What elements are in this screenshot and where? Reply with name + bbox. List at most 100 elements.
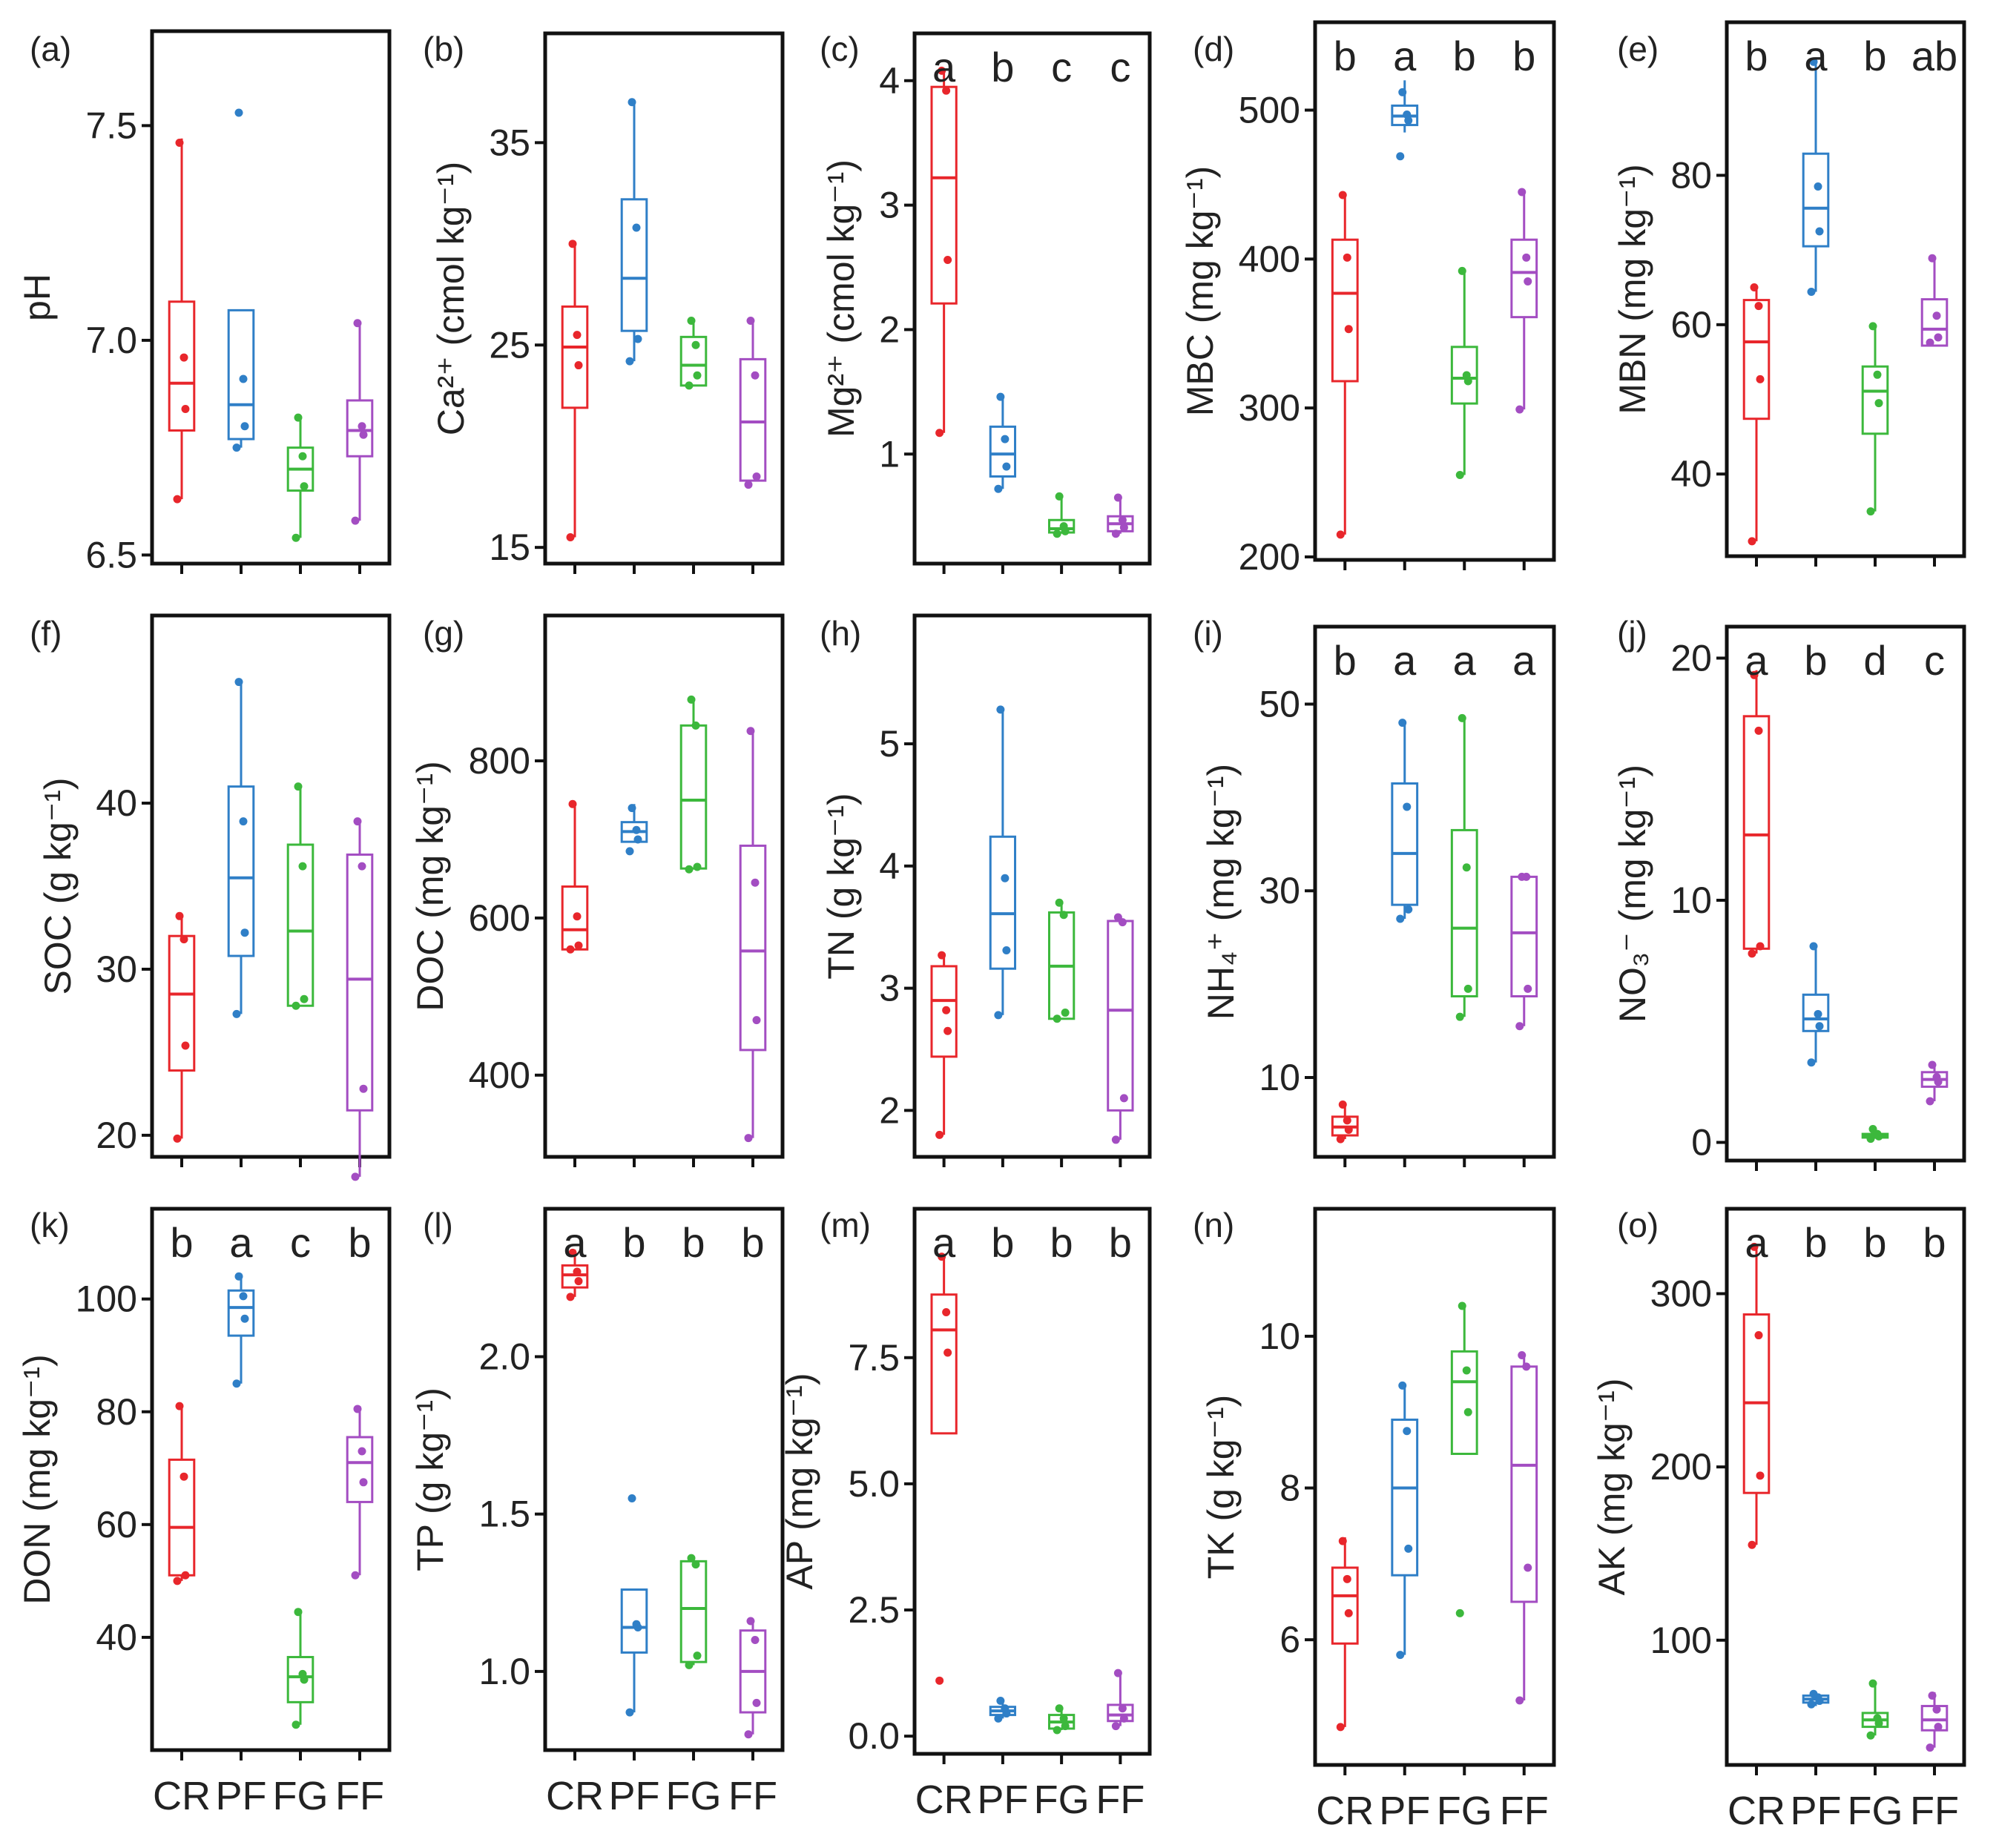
- y-axis-label: NO₃⁻ (mg kg⁻¹): [1612, 765, 1653, 1023]
- data-point: [1398, 719, 1407, 727]
- data-point: [1750, 670, 1759, 679]
- data-point: [292, 1001, 300, 1010]
- box-pf: [620, 804, 648, 856]
- data-point: [1756, 942, 1765, 951]
- data-point: [181, 1041, 190, 1050]
- data-point: [173, 1134, 182, 1143]
- y-tick-label: 300: [1650, 1273, 1712, 1314]
- box-cr: [1331, 1537, 1359, 1732]
- data-point: [1748, 1540, 1756, 1549]
- data-point: [1059, 1714, 1068, 1723]
- data-point: [181, 405, 190, 414]
- y-tick-label: 400: [1239, 238, 1300, 280]
- y-axis-label: NH₄⁺ (mg kg⁻¹): [1200, 764, 1242, 1020]
- data-point: [1343, 1574, 1351, 1583]
- box-pf: b: [989, 1219, 1017, 1723]
- data-point: [693, 1651, 702, 1660]
- data-point: [996, 1697, 1005, 1706]
- iqr-box: [739, 357, 767, 482]
- iqr-box: [1450, 828, 1478, 997]
- box-ff: c: [1107, 44, 1134, 538]
- box-cr: [168, 911, 196, 1143]
- significance-letter: b: [622, 1219, 645, 1266]
- data-point: [1932, 1705, 1941, 1714]
- iqr-box: [930, 1293, 958, 1435]
- data-point: [687, 317, 696, 326]
- data-point: [744, 1730, 753, 1739]
- data-point: [300, 482, 309, 491]
- data-point: [1053, 1726, 1061, 1735]
- box-ff: b: [1107, 1219, 1134, 1731]
- data-point: [1868, 1125, 1877, 1134]
- iqr-box: [1742, 299, 1771, 420]
- data-point: [1113, 1669, 1122, 1677]
- data-point: [1001, 874, 1010, 882]
- data-point: [1001, 1704, 1010, 1713]
- significance-letter: a: [1745, 637, 1768, 684]
- data-point: [240, 1314, 249, 1323]
- box-pf: b: [1802, 637, 1830, 1067]
- data-point: [574, 361, 583, 370]
- x-tick-label: FG: [666, 1774, 722, 1818]
- box-cr: [561, 240, 589, 542]
- significance-letter: b: [1804, 1219, 1827, 1266]
- data-point: [180, 1472, 188, 1481]
- data-point: [1061, 1722, 1070, 1731]
- data-point: [1053, 1014, 1061, 1023]
- data-point: [935, 429, 944, 438]
- data-point: [1336, 1135, 1345, 1144]
- data-point: [1748, 949, 1756, 958]
- data-point: [1809, 942, 1818, 951]
- box-fg: [1450, 1301, 1478, 1617]
- box-pf: a: [227, 1219, 255, 1388]
- data-point: [1874, 399, 1883, 408]
- significance-letter: a: [229, 1219, 253, 1266]
- data-point: [1754, 726, 1763, 735]
- data-point: [175, 911, 184, 920]
- panel-a: 6.5 7.0 7.5 pH (a): [16, 29, 392, 575]
- data-point: [1343, 253, 1351, 262]
- y-tick-label: 80: [96, 1391, 137, 1433]
- data-point: [1754, 1331, 1763, 1340]
- iqr-box: [739, 844, 767, 1052]
- y-tick-label: 6: [1280, 1619, 1300, 1660]
- significance-letter: b: [1453, 33, 1476, 79]
- y-tick-label: 15: [489, 527, 530, 568]
- data-point: [1515, 405, 1524, 414]
- panel-b: 15 25 35 Ca²⁺ (cmol kg⁻¹) (b): [423, 30, 785, 574]
- data-point: [1756, 374, 1765, 383]
- data-point: [628, 1494, 636, 1502]
- panel-frame: [543, 31, 785, 566]
- data-point: [938, 1253, 946, 1261]
- significance-letter: a: [1804, 33, 1828, 79]
- data-point: [1344, 1125, 1353, 1134]
- data-point: [1518, 872, 1527, 881]
- data-point: [1055, 492, 1064, 501]
- data-point: [1515, 1696, 1524, 1705]
- significance-letter: b: [1923, 1219, 1946, 1266]
- y-tick-label: 10: [1259, 1316, 1300, 1357]
- data-point: [1403, 1427, 1412, 1436]
- data-point: [232, 443, 241, 452]
- box-cr: b: [1331, 637, 1359, 1144]
- iqr-box: [1920, 298, 1949, 347]
- data-point: [1404, 1544, 1413, 1553]
- y-axis-label: pH: [16, 274, 58, 321]
- iqr-box: [1450, 1350, 1478, 1455]
- box-cr: b: [1742, 33, 1771, 546]
- y-tick-label: 6.5: [85, 534, 137, 575]
- panel-frame: [543, 613, 785, 1159]
- y-tick-label: 20: [96, 1115, 137, 1156]
- data-point: [359, 1478, 368, 1487]
- y-axis-label: Ca²⁺ (cmol kg⁻¹): [430, 162, 472, 435]
- data-point: [1118, 1704, 1127, 1713]
- y-tick-label: 100: [1650, 1620, 1712, 1661]
- data-point: [180, 935, 188, 944]
- y-tick-label: 25: [489, 324, 530, 366]
- iqr-box: [989, 425, 1017, 478]
- data-point: [234, 1272, 243, 1281]
- significance-letter: b: [1334, 33, 1357, 79]
- data-point: [1932, 311, 1941, 320]
